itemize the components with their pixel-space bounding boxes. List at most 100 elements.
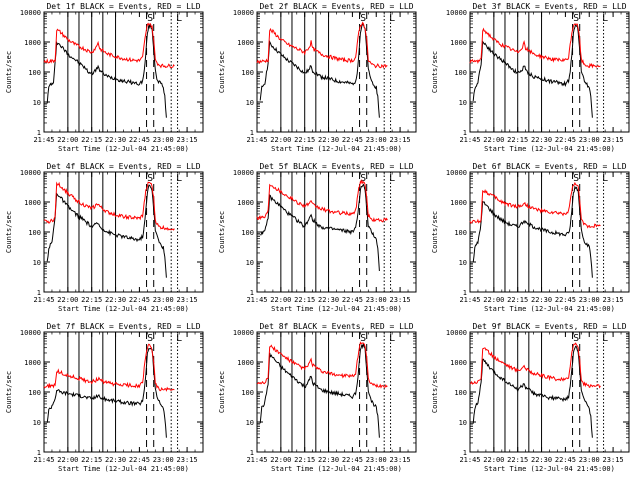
x-tick-label: 22:00 <box>57 136 78 144</box>
region-label-S: S <box>360 173 366 184</box>
y-tick-label: 1000 <box>24 359 41 367</box>
events-series-line <box>472 345 593 438</box>
x-tick-label: 23:15 <box>177 296 198 304</box>
y-tick-label: 10000 <box>446 169 467 177</box>
y-axis-label: Counts/sec <box>218 371 226 413</box>
x-tick-label: 22:00 <box>57 456 78 464</box>
x-tick-label: 22:45 <box>129 296 150 304</box>
region-label-L: L <box>602 333 608 344</box>
y-tick-label: 10000 <box>233 169 254 177</box>
y-tick-label: 1 <box>463 449 467 457</box>
x-tick-label: 22:00 <box>483 296 504 304</box>
x-tick-label: 21:45 <box>459 456 480 464</box>
panel-title: Det 2f BLACK = Events, RED = LLD <box>259 2 413 11</box>
x-tick-label: 23:15 <box>603 456 624 464</box>
events-series-line <box>472 185 593 278</box>
y-tick-label: 1 <box>250 289 254 297</box>
x-tick-label: 22:15 <box>507 296 528 304</box>
y-tick-label: 100 <box>454 69 467 77</box>
y-tick-label: 10000 <box>20 169 41 177</box>
region-label-S: S <box>573 173 579 184</box>
x-tick-label: 21:45 <box>33 456 54 464</box>
x-tick-label: 22:15 <box>81 456 102 464</box>
x-tick-label: 22:15 <box>294 136 315 144</box>
region-label-L: L <box>389 333 395 344</box>
panel-title: Det 6f BLACK = Events, RED = LLD <box>472 162 626 171</box>
y-tick-label: 100 <box>28 229 41 237</box>
panel-title: Det 9f BLACK = Events, RED = LLD <box>472 322 626 331</box>
x-tick-label: 22:15 <box>294 296 315 304</box>
x-tick-label: 22:30 <box>531 456 552 464</box>
x-tick-label: 22:45 <box>342 296 363 304</box>
lld-series-line <box>256 341 388 389</box>
y-axis-label: Counts/sec <box>218 211 226 253</box>
region-label-S: S <box>147 173 153 184</box>
y-tick-label: 100 <box>454 389 467 397</box>
x-tick-label: 22:30 <box>105 296 126 304</box>
panel-title: Det 8f BLACK = Events, RED = LLD <box>259 322 413 331</box>
lld-series-line <box>469 342 601 389</box>
x-tick-label: 21:45 <box>33 136 54 144</box>
events-series-line <box>46 184 167 278</box>
x-tick-label: 23:00 <box>579 296 600 304</box>
y-tick-label: 10 <box>246 419 254 427</box>
y-axis-label: Counts/sec <box>5 51 13 93</box>
x-tick-label: 22:15 <box>81 136 102 144</box>
events-series-line <box>472 23 593 118</box>
x-tick-label: 21:45 <box>246 136 267 144</box>
x-tick-label: 22:45 <box>555 456 576 464</box>
x-tick-label: 22:30 <box>105 136 126 144</box>
lld-series-line <box>43 181 175 231</box>
x-tick-label: 22:30 <box>531 296 552 304</box>
x-tick-label: 22:15 <box>294 456 315 464</box>
y-tick-label: 1000 <box>237 199 254 207</box>
y-tick-label: 100 <box>454 229 467 237</box>
y-tick-label: 10 <box>459 99 467 107</box>
x-tick-label: 22:45 <box>342 456 363 464</box>
y-axis-label: Counts/sec <box>218 51 226 93</box>
x-axis-label: Start Time (12-Jul-04 21:45:00) <box>271 145 402 153</box>
panel-title: Det 1f BLACK = Events, RED = LLD <box>46 2 200 11</box>
x-tick-label: 22:00 <box>57 296 78 304</box>
y-axis-label: Counts/sec <box>431 371 439 413</box>
y-tick-label: 1 <box>250 129 254 137</box>
y-tick-label: 1000 <box>450 199 467 207</box>
x-tick-label: 23:00 <box>579 136 600 144</box>
events-series-line <box>46 23 167 118</box>
x-tick-label: 22:45 <box>555 296 576 304</box>
y-tick-label: 10 <box>33 259 41 267</box>
x-tick-label: 21:45 <box>246 456 267 464</box>
x-tick-label: 22:15 <box>507 456 528 464</box>
x-tick-label: 23:15 <box>603 296 624 304</box>
panel-det-4: Det 4f BLACK = Events, RED = LLD 1 10 100 10… <box>5 162 204 313</box>
panel-title: Det 7f BLACK = Events, RED = LLD <box>46 322 200 331</box>
x-axis-label: Start Time (12-Jul-04 21:45:00) <box>484 465 615 473</box>
region-label-L: L <box>176 13 182 24</box>
region-label-S: S <box>360 13 366 24</box>
region-label-S: S <box>573 13 579 24</box>
x-tick-label: 22:45 <box>555 136 576 144</box>
y-tick-label: 10 <box>459 419 467 427</box>
y-tick-label: 1000 <box>24 39 41 47</box>
y-tick-label: 1 <box>463 129 467 137</box>
y-tick-label: 100 <box>241 229 254 237</box>
region-label-L: L <box>389 173 395 184</box>
x-tick-label: 23:15 <box>177 136 198 144</box>
region-label-S: S <box>360 333 366 344</box>
x-tick-label: 22:00 <box>483 456 504 464</box>
y-tick-label: 1 <box>37 129 41 137</box>
x-tick-label: 22:30 <box>318 296 339 304</box>
y-tick-label: 100 <box>241 389 254 397</box>
lld-series-line <box>43 343 175 392</box>
x-tick-label: 21:45 <box>33 296 54 304</box>
events-series-line <box>260 183 380 272</box>
lld-series-line <box>256 21 388 69</box>
panel-title: Det 4f BLACK = Events, RED = LLD <box>46 162 200 171</box>
panel-det-7: Det 7f BLACK = Events, RED = LLD 1 10 100 10… <box>5 322 204 473</box>
x-axis-label: Start Time (12-Jul-04 21:45:00) <box>271 305 402 313</box>
y-tick-label: 10000 <box>20 9 41 17</box>
region-label-L: L <box>602 13 608 24</box>
x-tick-label: 22:30 <box>105 456 126 464</box>
x-tick-label: 22:30 <box>318 136 339 144</box>
